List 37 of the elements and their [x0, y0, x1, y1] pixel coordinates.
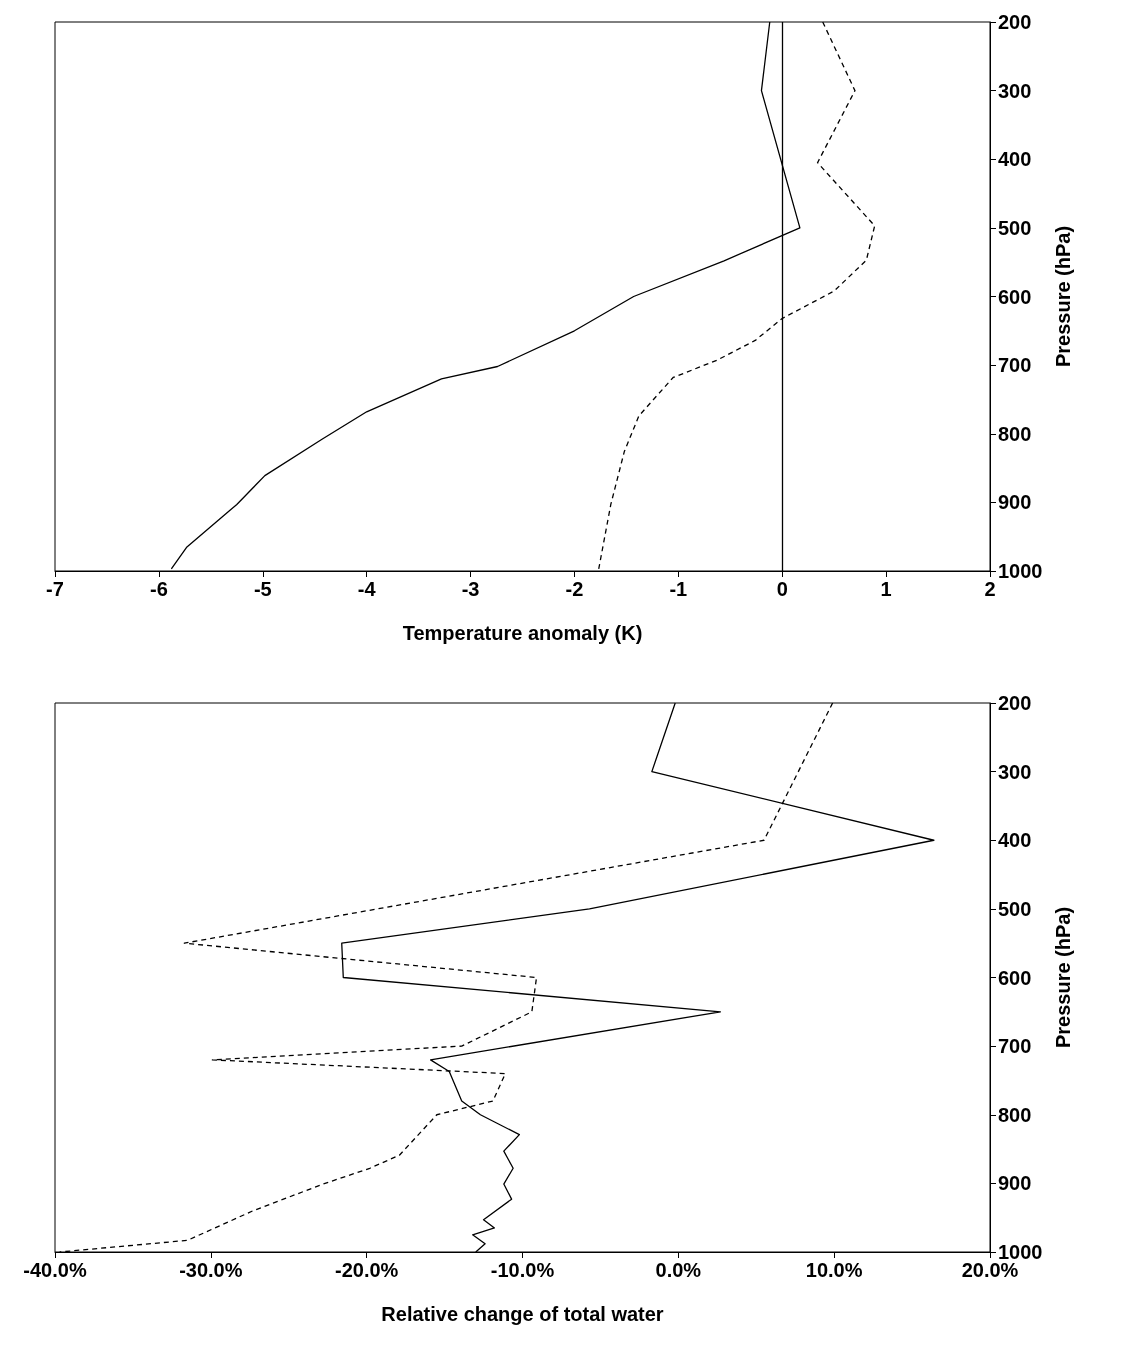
x-tick-label: -7	[46, 578, 64, 600]
x-tick-label: -40.0%	[23, 1259, 87, 1281]
x-tick-label: -5	[253, 578, 272, 600]
y-tick-label: 800	[998, 1103, 1032, 1126]
y-tick-label: 200	[998, 692, 1032, 714]
y-tick-label: 400	[998, 829, 1032, 852]
x-tick-label: -10.0%	[490, 1259, 555, 1281]
x-tick-label: 0	[776, 578, 788, 600]
y-tick-label: 900	[998, 1172, 1032, 1195]
y-tick-label: 1000	[998, 560, 1043, 582]
x-tick-label: -1	[669, 578, 688, 600]
x-tick-label: 1	[880, 578, 892, 600]
y-tick-label: 300	[998, 79, 1032, 102]
x-tick-label: -3	[461, 578, 480, 600]
y-tick-label: 800	[998, 422, 1032, 445]
y-tick-label: 600	[998, 966, 1032, 989]
y-tick-label: 400	[998, 148, 1032, 171]
x-axis-title: Temperature anomaly (K)	[402, 622, 643, 644]
y-tick-label: 700	[998, 1035, 1032, 1058]
x-tick-label: 2	[984, 578, 996, 600]
y-tick-label: 300	[998, 760, 1032, 783]
x-tick-label: -2	[565, 578, 584, 600]
y-tick-label: 500	[998, 216, 1032, 239]
y-tick-label: 700	[998, 354, 1032, 377]
x-tick-label: -20.0%	[334, 1259, 399, 1281]
y-tick-label: 900	[998, 491, 1032, 514]
y-axis-title: Pressure (hPa)	[1052, 225, 1075, 368]
y-axis-title: Pressure (hPa)	[1052, 906, 1075, 1049]
x-tick-label: -30.0%	[179, 1259, 243, 1281]
y-tick-label: 600	[998, 285, 1032, 308]
x-axis-title: Relative change of total water	[381, 1303, 664, 1325]
y-tick-label: 200	[998, 11, 1032, 33]
y-tick-label: 500	[998, 897, 1032, 920]
x-tick-label: 10.0%	[805, 1259, 863, 1281]
x-tick-label: 0.0%	[655, 1259, 702, 1281]
x-tick-label: -6	[149, 578, 168, 600]
x-tick-label: -4	[357, 578, 377, 600]
